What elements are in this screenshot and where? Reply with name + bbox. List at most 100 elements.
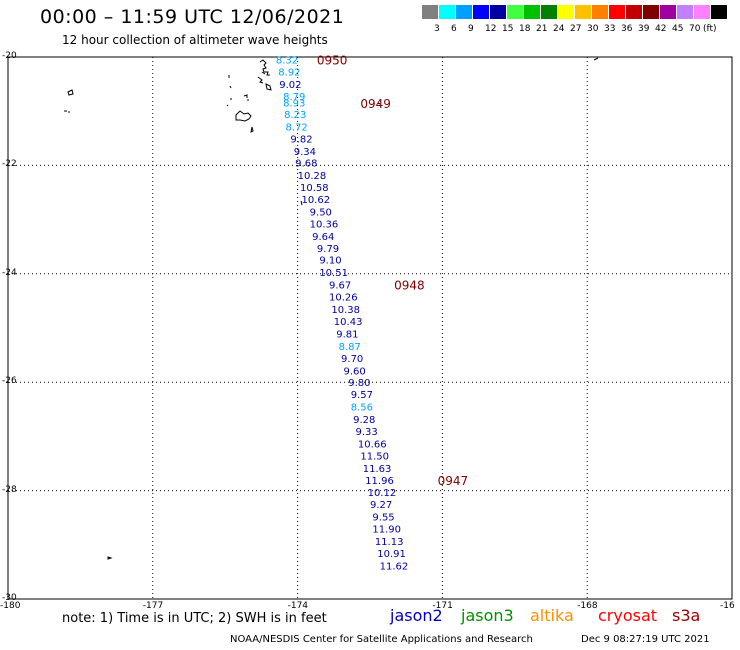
swh-value: 10.51 xyxy=(319,268,348,279)
swh-value: 10.26 xyxy=(329,293,358,304)
island-shape xyxy=(265,83,272,91)
legend-swatch xyxy=(575,5,591,19)
footer-credit: NOAA/NESDIS Center for Satellite Applica… xyxy=(230,634,533,645)
legend-label: 12 xyxy=(485,24,497,34)
swh-value: 11.63 xyxy=(363,464,392,475)
lon-tick-label: -168 xyxy=(577,601,598,611)
swh-value: 9.10 xyxy=(319,256,341,267)
legend-label: 21 xyxy=(536,24,548,34)
swh-value: 10.36 xyxy=(310,219,339,230)
legend-swatch xyxy=(558,5,574,19)
swh-value: 10.58 xyxy=(300,183,329,194)
legend-swatch xyxy=(609,5,625,19)
legend-label: 9 xyxy=(468,24,474,34)
swh-value: 8.92 xyxy=(278,68,300,79)
note-text: note: 1) Time is in UTC; 2) SWH is in fe… xyxy=(62,611,327,626)
swh-value: 9.81 xyxy=(336,329,358,340)
time-stamp-label: 0947 xyxy=(438,474,469,488)
legend-label: (ft) xyxy=(703,24,717,34)
legend-swatch xyxy=(422,5,438,19)
legend-label: 24 xyxy=(553,24,565,34)
lon-tick-label: -180 xyxy=(0,601,21,611)
island-shape xyxy=(243,94,249,101)
lon-tick-label: -177 xyxy=(142,601,164,611)
legend-swatch xyxy=(643,5,659,19)
island-shape xyxy=(67,89,74,96)
swh-value: 8.56 xyxy=(351,403,373,414)
time-stamp-label: 0950 xyxy=(317,54,348,68)
lon-tick-label: -174 xyxy=(287,601,309,611)
lat-tick-label: -24 xyxy=(2,267,17,278)
legend-label: 42 xyxy=(655,24,667,34)
legend-swatch xyxy=(660,5,676,19)
island-shape xyxy=(257,59,270,84)
footer-date: Dec 9 08:27:19 UTC 2021 xyxy=(581,634,710,645)
swh-value: 11.90 xyxy=(372,525,401,536)
legend-swatch xyxy=(592,5,608,19)
swh-value: 10.66 xyxy=(358,439,387,450)
swh-value: 9.60 xyxy=(343,366,365,377)
legend-swatch xyxy=(507,5,523,19)
swh-points: 8.328.929.028.798.938.238.729.82 9.349.68… xyxy=(276,56,408,573)
swh-value: 9.27 xyxy=(370,500,392,511)
legend-swatch xyxy=(677,5,693,19)
legend-swatch xyxy=(541,5,557,19)
swh-value: 11.50 xyxy=(360,451,389,462)
swh-value: 10.43 xyxy=(334,317,363,328)
legend-label: 33 xyxy=(604,24,616,34)
map-title: 00:00 – 11:59 UTC 12/06/2021 xyxy=(40,6,345,28)
time-labels: 0950 0949 0948 0947 xyxy=(317,54,468,488)
swh-value: 8.93 xyxy=(283,99,305,110)
lat-tick-label: -22 xyxy=(2,159,17,170)
island-shape xyxy=(377,102,381,105)
island-shape xyxy=(250,126,254,133)
legend-label: 70 xyxy=(689,24,701,34)
legend-label: 18 xyxy=(519,24,531,34)
swh-value: 9.67 xyxy=(329,281,351,292)
swh-value: 9.57 xyxy=(351,390,373,401)
legend-swatch xyxy=(694,5,710,19)
swh-value: 9.02 xyxy=(279,80,301,91)
satellite-label-s3a: s3a xyxy=(672,606,701,625)
satellite-label-jason3: jason3 xyxy=(461,606,514,625)
satellite-label-jason2: jason2 xyxy=(390,606,443,625)
island-shape xyxy=(235,110,252,122)
lon-tick-label: -171 xyxy=(432,601,453,611)
swh-value: 8.79 xyxy=(283,92,305,103)
legend-label: 3 xyxy=(434,24,440,34)
gridlines xyxy=(8,57,732,599)
satellite-label-cryosat: cryosat xyxy=(598,606,658,625)
swh-value: 10.62 xyxy=(301,195,330,206)
legend-label: 30 xyxy=(587,24,599,34)
island-shape xyxy=(226,75,232,107)
swh-value: 10.91 xyxy=(377,549,406,560)
swh-value: 9.34 xyxy=(294,147,316,158)
lat-tick-label: -20 xyxy=(2,51,17,61)
island-shape xyxy=(593,57,599,61)
legend-swatch xyxy=(711,5,727,19)
islands xyxy=(64,57,599,560)
lat-tick-label: -28 xyxy=(2,484,17,495)
time-stamp-label: 0948 xyxy=(394,279,425,293)
legend-swatch xyxy=(456,5,472,19)
legend-label: 39 xyxy=(638,24,650,34)
legend-swatch xyxy=(473,5,489,19)
swh-value: 9.33 xyxy=(356,427,378,438)
lat-tick-label: -30 xyxy=(2,593,17,603)
satellite-label-altika: altika xyxy=(530,606,574,625)
swh-value: 9.64 xyxy=(312,232,334,243)
swh-value: 9.68 xyxy=(295,159,317,170)
swh-value: 10.28 xyxy=(298,171,327,182)
legend-swatch xyxy=(626,5,642,19)
legend-label: 45 xyxy=(672,24,684,34)
swh-value: 8.87 xyxy=(339,342,361,353)
island-shape xyxy=(64,110,70,113)
island-shape xyxy=(300,200,303,206)
swh-value: 8.32 xyxy=(276,56,298,67)
map-subtitle: 12 hour collection of altimeter wave hei… xyxy=(62,33,328,47)
legend-label: 27 xyxy=(570,24,582,34)
lon-tick-label: -16 xyxy=(720,601,735,611)
swh-value: 10.38 xyxy=(331,305,360,316)
swh-value: 10.12 xyxy=(368,488,397,499)
legend-swatch xyxy=(439,5,455,19)
